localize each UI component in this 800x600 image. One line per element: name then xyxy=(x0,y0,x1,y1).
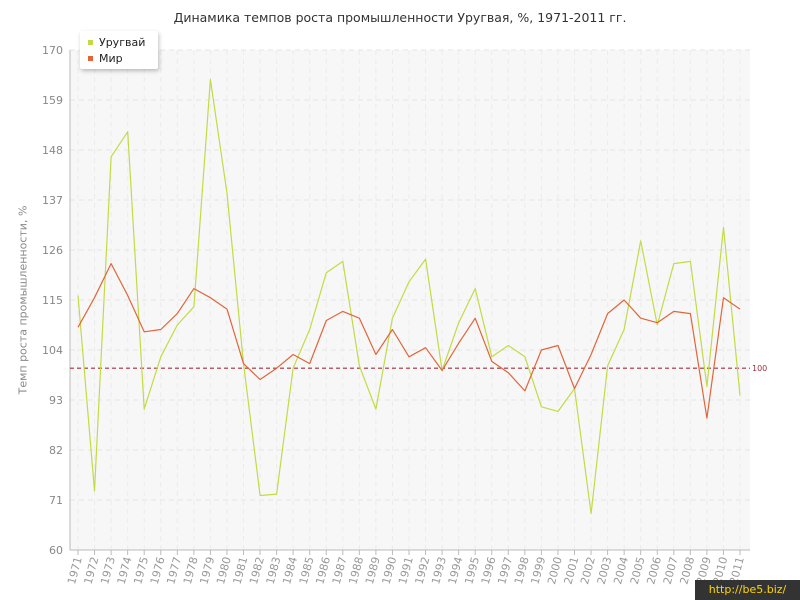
y-tick-label: 115 xyxy=(42,294,63,307)
y-tick-label: 93 xyxy=(49,394,63,407)
plot-area xyxy=(70,50,750,550)
y-tick-label: 159 xyxy=(42,94,63,107)
legend-item-uruguay[interactable]: Уругвай xyxy=(88,36,145,49)
y-tick-label: 60 xyxy=(49,544,63,557)
y-tick-label: 71 xyxy=(49,494,63,507)
y-tick-label: 137 xyxy=(42,194,63,207)
legend: Уругвай Мир xyxy=(80,31,158,69)
y-tick-label: 82 xyxy=(49,444,63,457)
y-tick-label: 104 xyxy=(42,344,63,357)
y-tick-label: 170 xyxy=(42,44,63,57)
legend-swatch-uruguay xyxy=(88,40,93,45)
reference-line-label: 100 xyxy=(752,364,767,373)
legend-label-world: Мир xyxy=(99,52,123,65)
y-tick-label: 148 xyxy=(42,144,63,157)
legend-item-world[interactable]: Мир xyxy=(88,52,123,65)
y-tick-label: 126 xyxy=(42,244,63,257)
chart-title: Динамика темпов роста промышленности Уру… xyxy=(173,10,627,25)
legend-swatch-world xyxy=(88,56,93,61)
watermark-link[interactable]: http://be5.biz/ xyxy=(695,580,800,600)
legend-label-uruguay: Уругвай xyxy=(99,36,146,49)
series-uruguay-line xyxy=(77,78,741,515)
series-world-line xyxy=(77,263,741,419)
